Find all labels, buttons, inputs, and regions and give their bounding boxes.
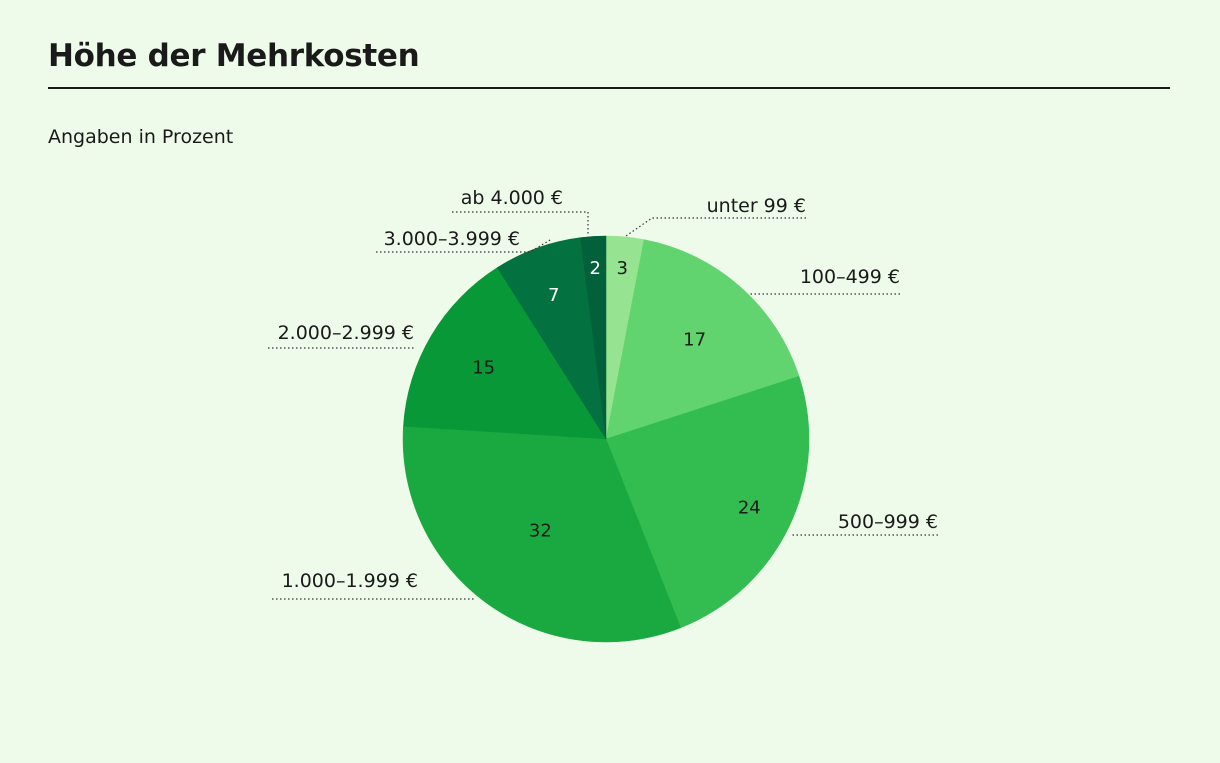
pie-slice	[402, 425, 682, 643]
value-label: 24	[738, 497, 761, 518]
value-label: 3	[617, 258, 628, 279]
value-label: 7	[548, 285, 559, 306]
value-label: 17	[683, 330, 706, 351]
chart-title: Höhe der Mehrkosten	[48, 38, 420, 74]
chart-subtitle: Angaben in Prozent	[48, 126, 234, 148]
category-label: 1.000–1.999 €	[282, 570, 418, 592]
pie-slice	[605, 239, 800, 440]
value-label: 2	[589, 258, 600, 279]
pie-slices	[402, 235, 810, 643]
category-labels: unter 99 € 100–499 € 500–999 € 1.000–1.999 …	[278, 187, 938, 592]
leader-line	[625, 217, 806, 237]
value-label: 15	[472, 358, 495, 379]
value-label: 32	[529, 520, 552, 541]
pie-slice	[403, 267, 607, 440]
category-label: 2.000–2.999 €	[278, 322, 414, 344]
category-label: ab 4.000 €	[461, 187, 563, 209]
leader-lines	[268, 211, 938, 600]
pie-slice	[580, 235, 607, 440]
category-label: 100–499 €	[800, 266, 900, 288]
category-label: unter 99 €	[707, 195, 806, 217]
title-divider	[48, 87, 1170, 89]
value-labels: 3 17 24 32 15 7 2	[472, 258, 760, 542]
category-label: 500–999 €	[838, 511, 938, 533]
pie-slice	[605, 375, 810, 629]
category-label: 3.000–3.999 €	[384, 228, 520, 250]
leader-line	[452, 211, 589, 236]
